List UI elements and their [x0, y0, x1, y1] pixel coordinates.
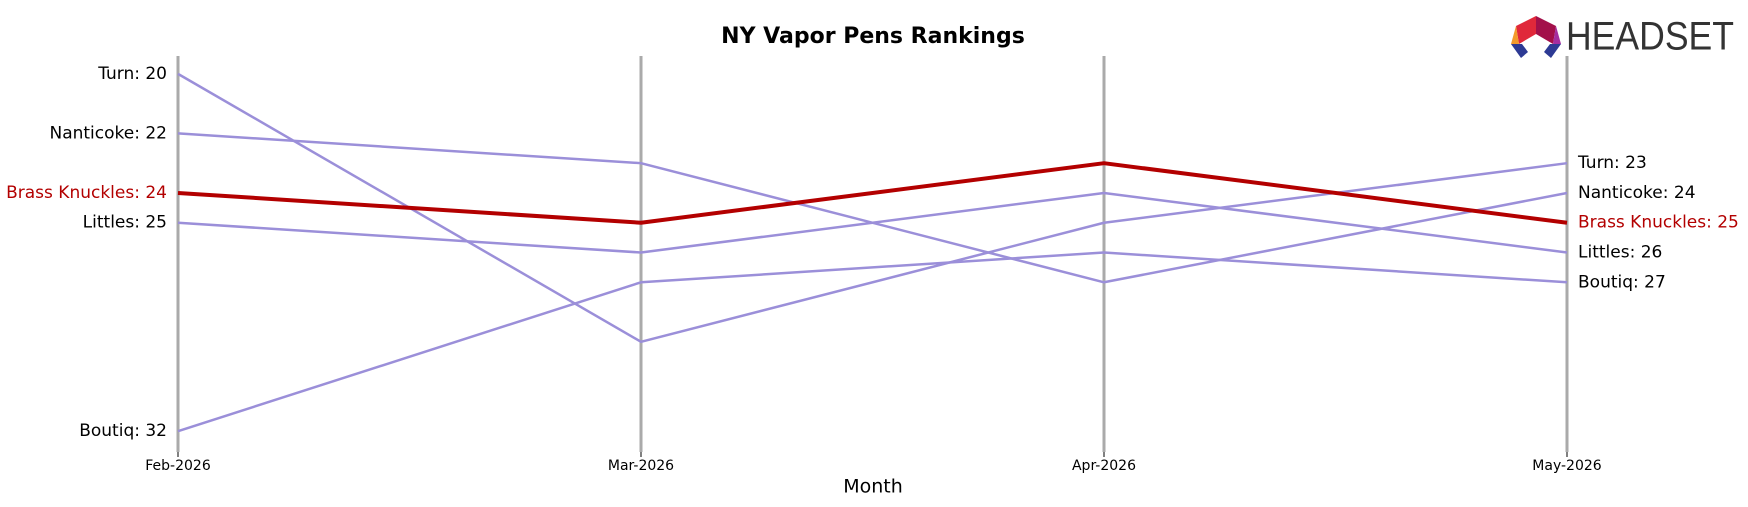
value-label: Littles: 26 — [1578, 243, 1662, 263]
logo-icon — [1516, 16, 1536, 44]
value-label: Turn: 20 — [97, 64, 167, 84]
value-label: Nanticoke: 22 — [49, 123, 167, 143]
line — [177, 191, 1568, 254]
line — [177, 161, 1568, 225]
value-label: Brass Knuckles: 25 — [1578, 213, 1739, 233]
value-label: Nanticoke: 24 — [1578, 183, 1696, 203]
logo-icon — [1511, 44, 1528, 58]
x-axis-label: Month — [843, 476, 903, 498]
x-tick-label: May-2026 — [1532, 458, 1601, 474]
logo-icon — [1536, 16, 1556, 44]
logo-text: HEADSET — [1566, 15, 1734, 59]
value-label: Turn: 23 — [1577, 153, 1647, 173]
chart-title: NY Vapor Pens Rankings — [721, 24, 1025, 49]
logo: HEADSET — [1511, 15, 1734, 59]
x-tick-label: Apr-2026 — [1072, 458, 1136, 474]
value-label: Brass Knuckles: 24 — [6, 183, 167, 203]
value-label: Boutiq: 32 — [79, 421, 167, 441]
logo-icon — [1553, 26, 1561, 44]
logo-icon — [1511, 26, 1519, 44]
value-label: Littles: 25 — [83, 213, 167, 233]
x-tick-label: Feb-2026 — [145, 458, 211, 474]
logo-icon — [1544, 44, 1561, 58]
value-label: Boutiq: 27 — [1578, 272, 1666, 292]
line — [177, 251, 1568, 433]
x-tick-label: Mar-2026 — [608, 458, 674, 474]
